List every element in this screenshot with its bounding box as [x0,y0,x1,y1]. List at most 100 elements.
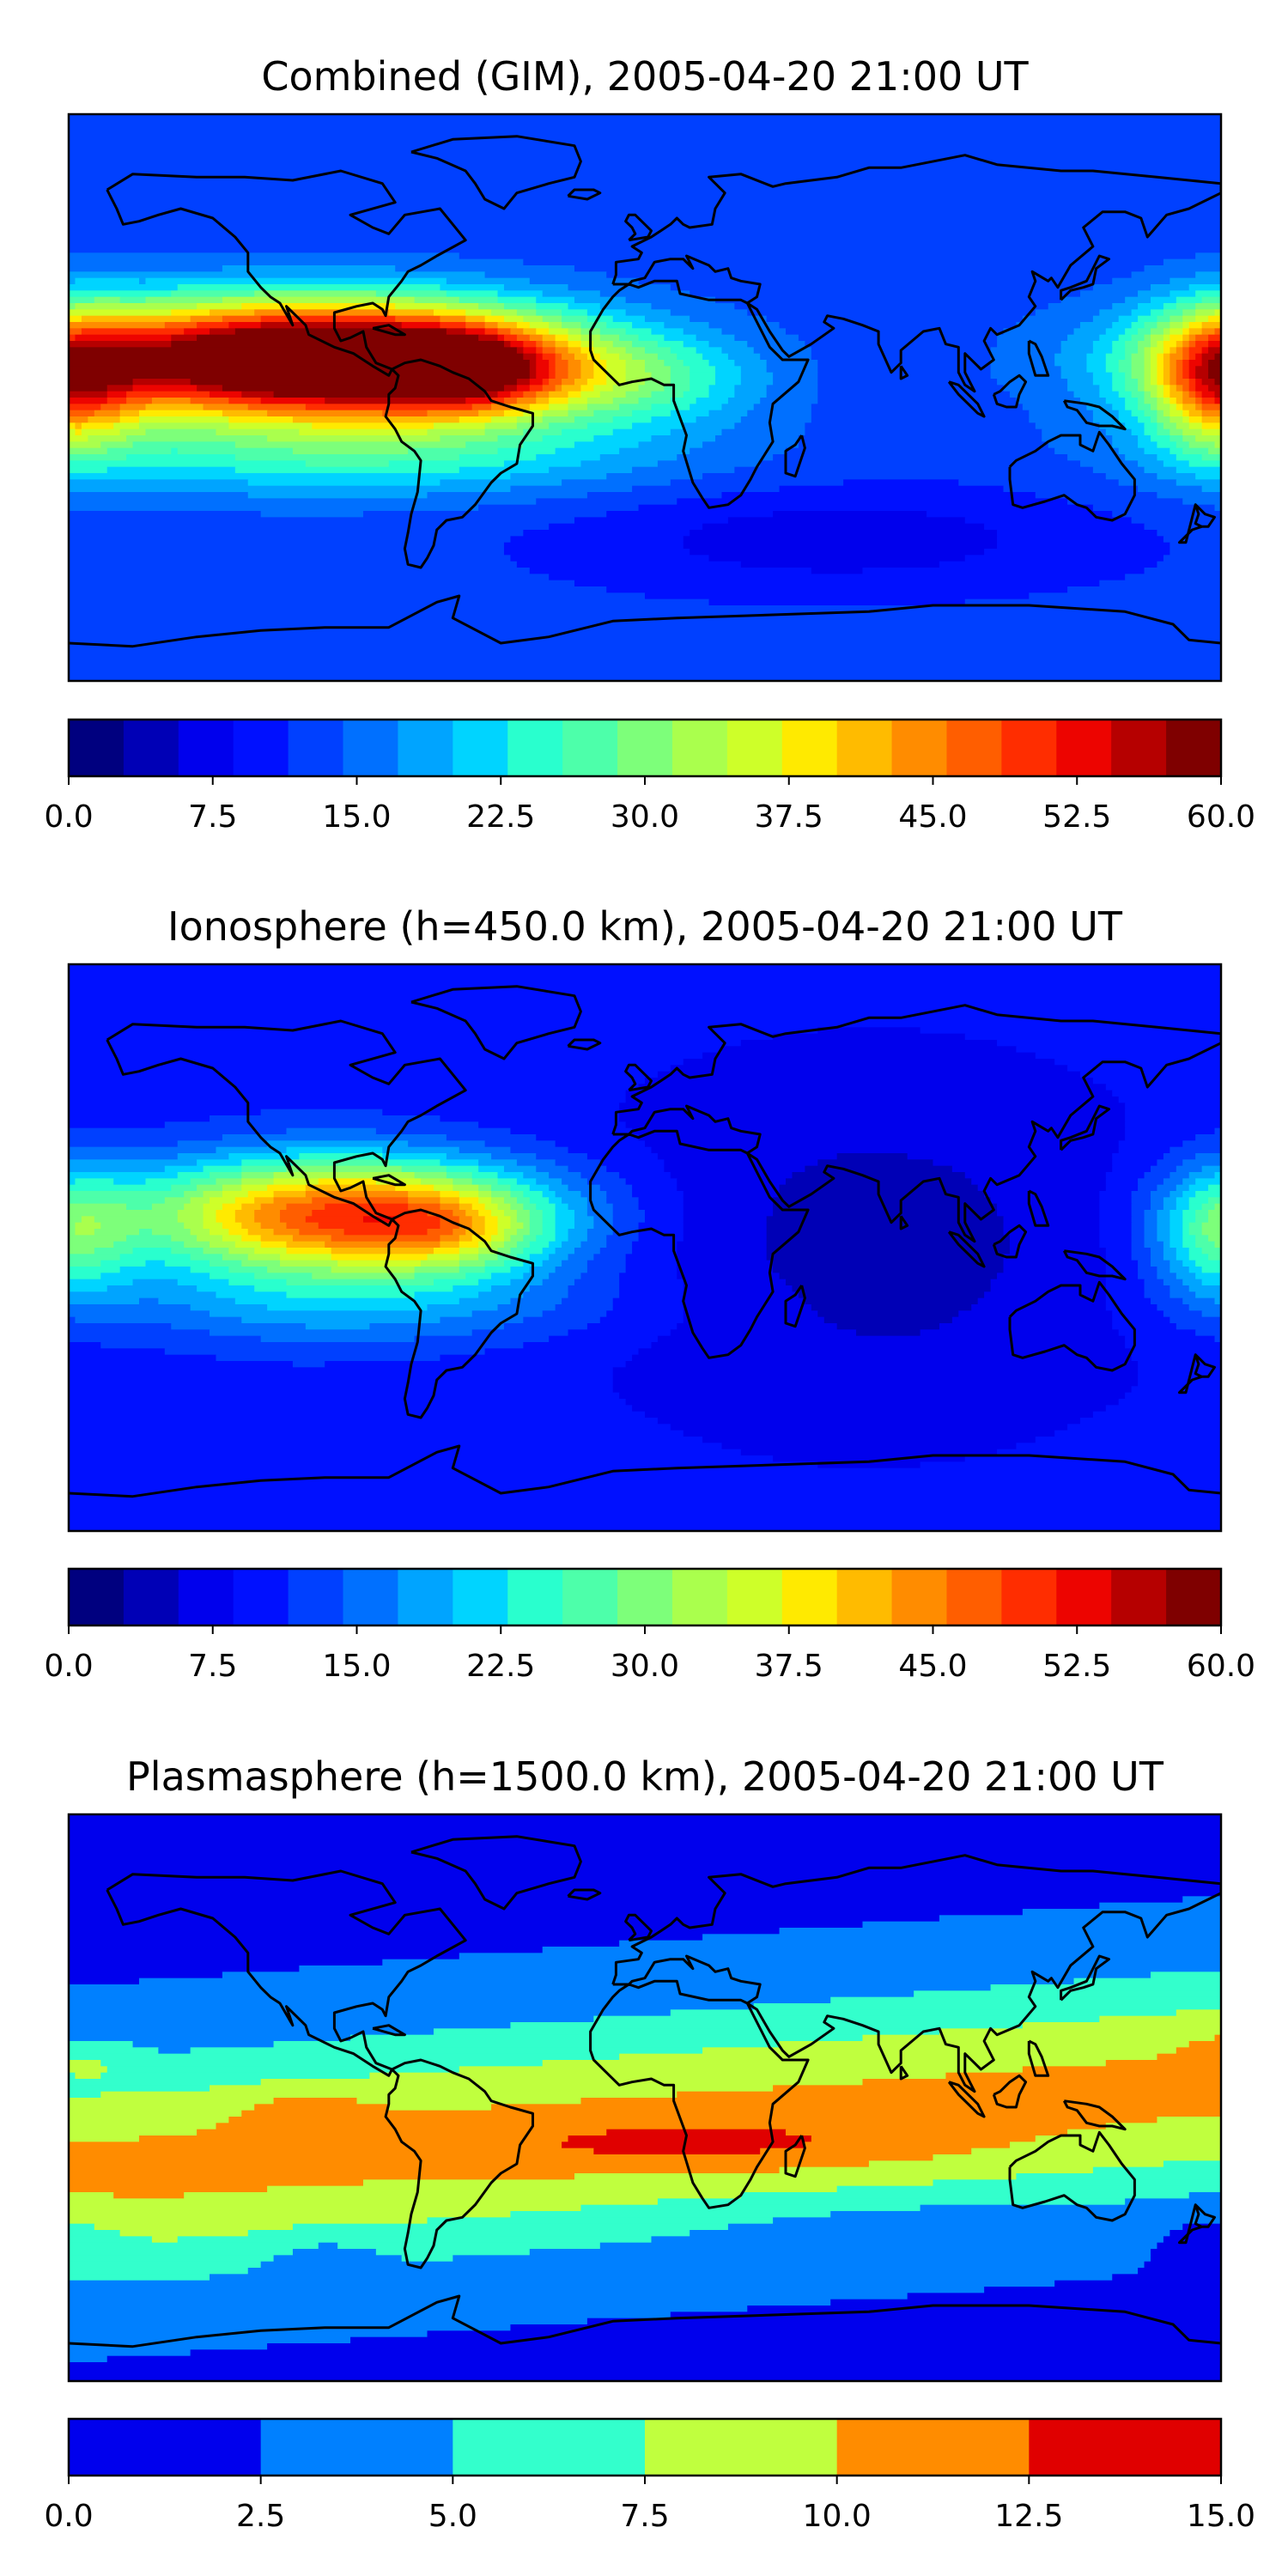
contour-cell [453,1184,479,1192]
contour-cell [670,347,697,355]
contour-cell [69,1248,95,1255]
contour-cell [234,1241,262,1249]
contour-cell [542,1260,562,1267]
contour-cell [491,1235,505,1242]
contour-cell [292,447,409,455]
contour-cell [721,492,1036,499]
contour-cell [69,1071,659,1078]
contour-cell [977,1297,1107,1305]
contour-cell [69,1304,191,1311]
contour-cell [69,1455,774,1462]
contour-cell [766,366,818,374]
contour-cell [69,133,1221,140]
contour-cell [516,1229,531,1236]
contour-cell [786,1279,992,1286]
contour-cell [638,1222,684,1230]
contour-cell [1112,1310,1164,1318]
contour-cell [151,398,191,404]
contour-cell [1182,1216,1196,1224]
contour-cell [1182,385,1190,392]
contour-cell [990,1279,1107,1286]
contour-cell [1182,416,1190,423]
contour-cell [586,1323,677,1330]
contour-cell [478,334,499,342]
coastline-antarctica [69,2294,1221,2348]
contour-cell [69,1996,831,2004]
contour-cell [817,391,1011,398]
contour-cell [69,1153,179,1160]
contour-cell [286,1241,325,1249]
contour-cell [1016,1443,1221,1450]
contour-cell [1112,341,1126,348]
contour-cell [1118,315,1139,323]
contour-cell [1163,1153,1196,1160]
contour-cell [523,1203,537,1211]
contour-cell [907,1153,1113,1160]
contour-cell [523,315,544,323]
colorbar-segment [891,1569,947,1625]
contour-cell [1195,372,1209,380]
contour-cell [69,2236,153,2244]
contour-cell [171,1248,204,1255]
contour-cell [562,353,575,361]
contour-cell [1092,315,1120,323]
contour-cell [740,379,774,386]
contour-cell [1208,1254,1221,1261]
contour-cell [536,309,562,317]
contour-cell [203,1248,229,1255]
contour-cell [798,334,998,342]
contour-cell [69,568,531,574]
contour-cell [408,1197,441,1205]
contour-cell [1195,1134,1221,1141]
contour-cell [638,1134,1126,1141]
contour-cell [1170,1222,1183,1230]
contour-cell [933,2179,1221,2187]
contour-cell [497,1304,556,1311]
contour-cell [1125,1115,1221,1122]
contour-cell [1092,372,1113,380]
contour-cell [497,1178,518,1186]
contour-cell [465,441,524,449]
contour-cell [1208,360,1221,367]
contour-cell [228,1267,268,1273]
contour-cell [773,379,818,386]
contour-cell [459,296,499,304]
coastline-south-america [384,358,534,569]
contour-cell [599,1159,665,1167]
contour-cell [69,580,575,587]
contour-cell [491,416,518,423]
contour-cell [1131,360,1145,367]
contour-cell [145,404,204,411]
contour-cell [164,1197,191,1205]
contour-cell [555,1203,569,1211]
coastlines [69,135,1221,648]
contour-cell [1195,315,1209,323]
contour-cell [382,1146,460,1154]
contour-cell [568,341,582,348]
contour-cell [1188,391,1196,398]
contour-cell [657,1335,1126,1343]
contour-cell [69,1411,646,1419]
contour-cell [997,536,1164,544]
contour-cell [1138,435,1151,442]
contour-cell [542,1310,607,1318]
contour-cell [1157,441,1177,449]
contour-cell [1138,347,1145,355]
contour-cell [740,416,812,423]
contour-cell [1112,347,1126,355]
contour-cell [484,322,499,329]
contour-cell [651,328,684,336]
contour-cell [586,309,627,317]
contour-cell [683,1310,818,1318]
contour-cell [555,1222,575,1230]
contour-cell [920,2204,1221,2212]
contour-cell [1157,1235,1170,1242]
contour-cell [69,1890,1221,1897]
contour-cell [241,1159,294,1167]
contour-cell [1201,454,1221,461]
contour-cell [1182,353,1190,361]
coastline-new-zealand [1178,1353,1216,1394]
contour-cell [1182,341,1190,348]
contour-cell [69,2249,294,2256]
contour-cell [69,290,172,298]
